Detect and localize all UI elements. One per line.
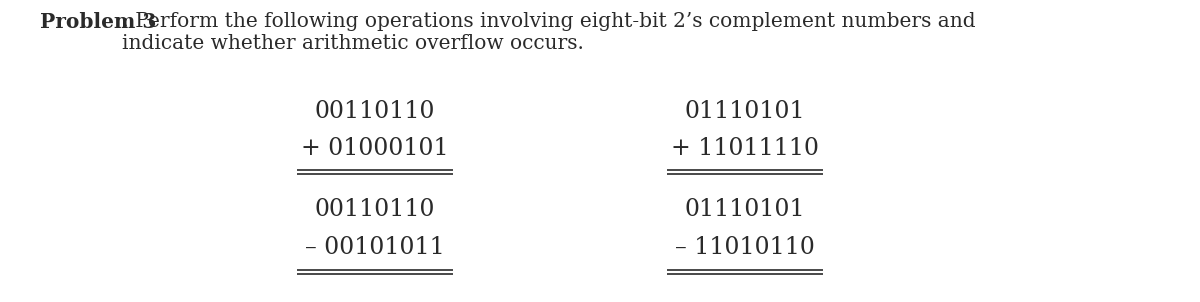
Text: – 11010110: – 11010110 [676, 236, 815, 259]
Text: – 00101011: – 00101011 [305, 236, 445, 259]
Text: 00110110: 00110110 [314, 198, 436, 221]
Text: : Perform the following operations involving eight-bit 2’s complement numbers an: : Perform the following operations invol… [122, 12, 976, 53]
Text: + 11011110: + 11011110 [671, 137, 818, 159]
Text: + 01000101: + 01000101 [301, 137, 449, 159]
Text: 00110110: 00110110 [314, 101, 436, 124]
Text: Problem 3: Problem 3 [40, 12, 156, 32]
Text: 01110101: 01110101 [685, 198, 805, 221]
Text: 01110101: 01110101 [685, 101, 805, 124]
